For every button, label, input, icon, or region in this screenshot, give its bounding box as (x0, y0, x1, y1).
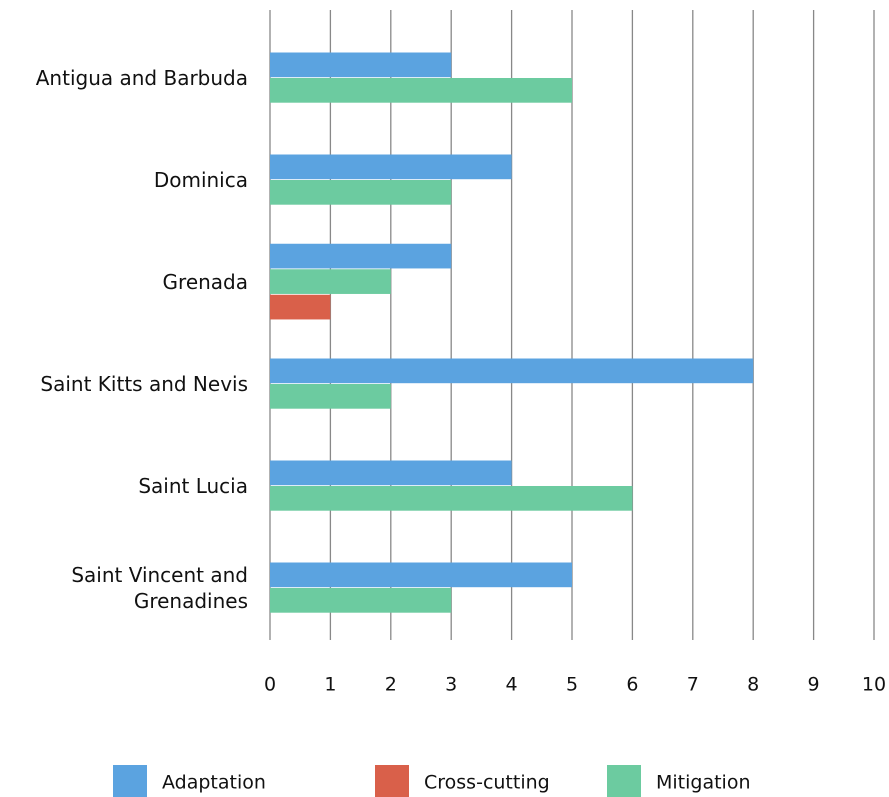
bar (270, 384, 391, 409)
bar (270, 180, 452, 205)
x-tick-label: 5 (566, 674, 578, 696)
x-tick-label: 3 (445, 674, 457, 696)
bar (270, 78, 572, 103)
legend-label: Adaptation (162, 772, 266, 794)
y-tick-label: Grenada (162, 270, 248, 294)
x-tick-label: 4 (506, 674, 518, 696)
bar (270, 154, 512, 180)
legend-label: Cross-cutting (424, 772, 550, 794)
x-tick-label: 10 (862, 674, 886, 696)
x-tick-label: 8 (747, 674, 759, 696)
bar (270, 52, 452, 78)
x-tick-label: 6 (626, 674, 638, 696)
legend-swatch (375, 765, 409, 797)
legend-label: Mitigation (656, 772, 751, 794)
bar (270, 358, 754, 384)
y-tick-label: Saint Vincent and Grenadines (71, 563, 248, 613)
y-tick-label: Dominica (153, 168, 248, 192)
x-tick-label: 7 (687, 674, 699, 696)
x-tick-label: 9 (808, 674, 820, 696)
x-tick-label: 2 (385, 674, 397, 696)
x-tick-label: 0 (264, 674, 276, 696)
y-tick-label: Saint Kitts and Nevis (40, 372, 248, 396)
bar (270, 460, 512, 486)
y-tick-label: Saint Lucia (138, 474, 248, 498)
x-tick-label: 1 (324, 674, 336, 696)
bar (270, 562, 572, 588)
bar (270, 588, 452, 613)
y-tick-label: Antigua and Barbuda (35, 66, 248, 90)
bar (270, 269, 391, 294)
legend-swatch (113, 765, 147, 797)
bar (270, 243, 452, 269)
legend-swatch (607, 765, 641, 797)
bar (270, 294, 331, 320)
bar (270, 486, 633, 511)
